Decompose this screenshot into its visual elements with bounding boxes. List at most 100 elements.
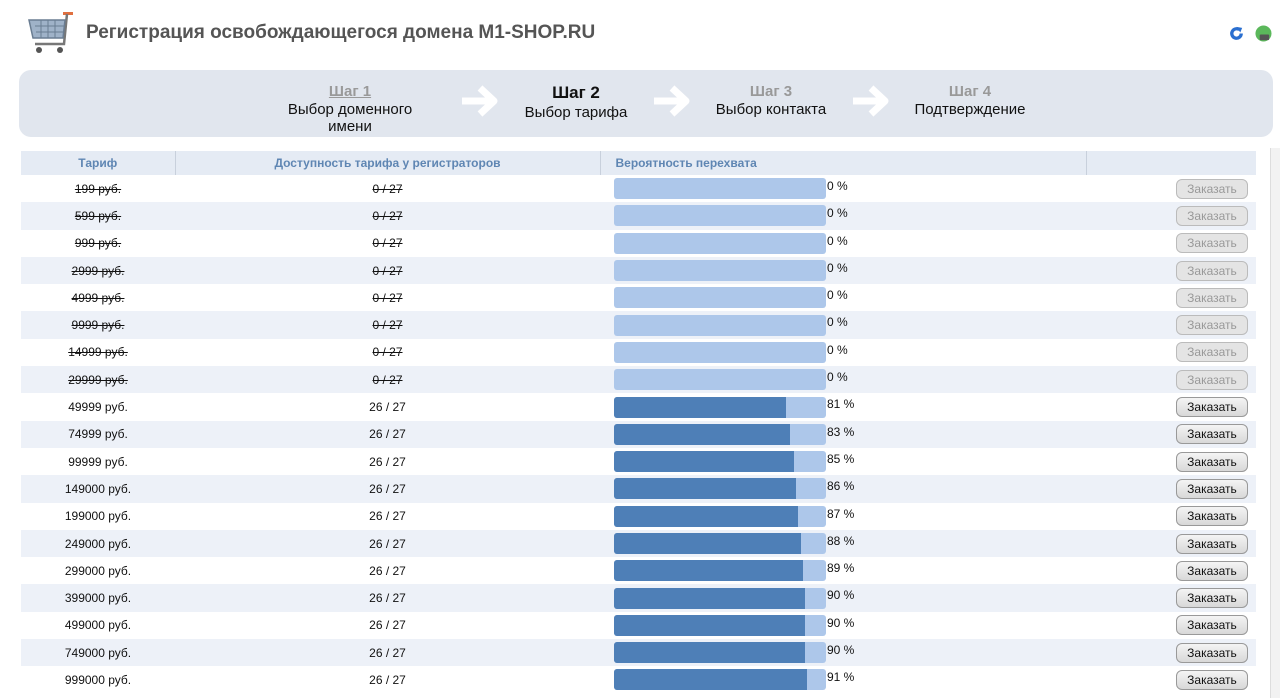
price-cell: 399000 руб. bbox=[21, 584, 175, 612]
price-cell: 199 руб. bbox=[21, 175, 175, 202]
order-button[interactable]: Заказать bbox=[1176, 588, 1248, 609]
probability-bar bbox=[614, 314, 826, 336]
probability-bar bbox=[614, 505, 826, 527]
action-cell: Заказать bbox=[1086, 529, 1256, 558]
order-button[interactable]: Заказать bbox=[1176, 669, 1248, 690]
step-1-link[interactable]: Шаг 1 bbox=[328, 83, 372, 100]
table-row: 49999 руб. 26 / 27 81 % Заказать bbox=[21, 393, 1256, 420]
probability-text: 83 % bbox=[827, 424, 855, 439]
table-row: 199000 руб. 26 / 27 87 % Заказать bbox=[21, 503, 1256, 530]
price: 999000 руб. bbox=[64, 672, 132, 687]
availability-cell: 0 / 27 bbox=[175, 311, 600, 339]
probability-cell: 0 % bbox=[600, 339, 1086, 366]
table-row: 749000 руб. 26 / 27 90 % Заказать bbox=[21, 639, 1256, 667]
probability-fill bbox=[614, 396, 786, 418]
price: 149000 руб. bbox=[64, 481, 132, 496]
price-cell: 999 руб. bbox=[21, 230, 175, 257]
price-cell: 499000 руб. bbox=[21, 612, 175, 639]
availability: 0 / 27 bbox=[372, 208, 403, 223]
price-cell: 99999 руб. bbox=[21, 448, 175, 475]
availability: 26 / 27 bbox=[369, 400, 406, 415]
table-row: 149000 руб. 26 / 27 86 % Заказать bbox=[21, 475, 1256, 503]
probability-text: 0 % bbox=[827, 206, 848, 221]
order-button[interactable]: Заказать bbox=[1176, 342, 1248, 363]
table-row: 399000 руб. 26 / 27 90 % Заказать bbox=[21, 584, 1256, 612]
probability-fill bbox=[614, 560, 803, 582]
availability-cell: 26 / 27 bbox=[175, 420, 600, 448]
step-1[interactable]: Шаг 1 Выбор доменного имени bbox=[265, 83, 435, 135]
probability-fill bbox=[614, 642, 805, 664]
arrow-right-icon bbox=[462, 85, 498, 117]
order-button[interactable]: Заказать bbox=[1176, 478, 1248, 499]
action-cell: Заказать bbox=[1086, 202, 1256, 230]
availability-cell: 0 / 27 bbox=[175, 175, 600, 202]
step-4-label: Подтверждение bbox=[914, 101, 1026, 118]
order-button[interactable]: Заказать bbox=[1176, 205, 1248, 226]
availability: 0 / 27 bbox=[372, 290, 403, 305]
price: 49999 руб. bbox=[68, 400, 128, 415]
order-button[interactable]: Заказать bbox=[1176, 560, 1248, 581]
probability-cell: 0 % bbox=[600, 230, 1086, 257]
scrollbar[interactable] bbox=[1270, 148, 1280, 698]
probability-cell: 85 % bbox=[600, 448, 1086, 475]
price-cell: 599 руб. bbox=[21, 202, 175, 230]
probability-cell: 81 % bbox=[600, 393, 1086, 420]
order-button[interactable]: Заказать bbox=[1176, 287, 1248, 308]
probability-cell: 0 % bbox=[600, 175, 1086, 202]
probability-text: 81 % bbox=[827, 397, 855, 412]
price: 249000 руб. bbox=[64, 536, 132, 551]
action-cell: Заказать bbox=[1086, 393, 1256, 420]
action-cell: Заказать bbox=[1086, 639, 1256, 667]
col-probability: Вероятность перехвата bbox=[600, 151, 1087, 175]
action-cell: Заказать bbox=[1086, 420, 1256, 448]
price-cell: 14999 руб. bbox=[21, 339, 175, 366]
order-button[interactable]: Заказать bbox=[1176, 451, 1248, 472]
probability-text: 85 % bbox=[827, 451, 855, 466]
order-button[interactable]: Заказать bbox=[1176, 506, 1248, 527]
order-button[interactable]: Заказать bbox=[1176, 424, 1248, 445]
probability-fill bbox=[614, 478, 797, 500]
order-button[interactable]: Заказать bbox=[1176, 642, 1248, 663]
price-cell: 149000 руб. bbox=[21, 475, 175, 503]
probability-cell: 90 % bbox=[600, 584, 1086, 612]
probability-text: 90 % bbox=[827, 588, 855, 603]
probability-text: 86 % bbox=[827, 479, 855, 494]
action-cell: Заказать bbox=[1086, 584, 1256, 612]
arrow-right-icon bbox=[654, 85, 690, 117]
step-2-num: Шаг 2 bbox=[552, 83, 600, 102]
price: 9999 руб. bbox=[71, 318, 125, 333]
map-icon[interactable] bbox=[1255, 25, 1272, 42]
action-cell: Заказать bbox=[1086, 448, 1256, 475]
availability-cell: 0 / 27 bbox=[175, 366, 600, 394]
step-4-num: Шаг 4 bbox=[948, 83, 992, 100]
price-cell: 299000 руб. bbox=[21, 557, 175, 584]
order-button[interactable]: Заказать bbox=[1176, 615, 1248, 636]
probability-fill bbox=[614, 669, 807, 691]
order-button[interactable]: Заказать bbox=[1176, 533, 1248, 554]
table-row: 999 руб. 0 / 27 0 % Заказать bbox=[21, 230, 1256, 257]
table-row: 499000 руб. 26 / 27 90 % Заказать bbox=[21, 612, 1256, 639]
shopping-cart-icon bbox=[28, 12, 73, 53]
price: 199000 руб. bbox=[64, 509, 132, 524]
order-button[interactable]: Заказать bbox=[1176, 178, 1248, 199]
order-button[interactable]: Заказать bbox=[1176, 260, 1248, 281]
order-button[interactable]: Заказать bbox=[1176, 369, 1248, 390]
price: 399000 руб. bbox=[64, 591, 132, 606]
price-cell: 999000 руб. bbox=[21, 666, 175, 693]
price-cell: 249000 руб. bbox=[21, 529, 175, 558]
order-button[interactable]: Заказать bbox=[1176, 315, 1248, 336]
probability-fill bbox=[614, 505, 799, 527]
price: 299000 руб. bbox=[64, 563, 132, 578]
col-tariff: Тариф bbox=[21, 151, 176, 175]
refresh-icon[interactable] bbox=[1228, 25, 1245, 42]
table-row: 199 руб. 0 / 27 0 % Заказать bbox=[21, 175, 1256, 202]
availability-cell: 0 / 27 bbox=[175, 256, 600, 285]
availability-cell: 26 / 27 bbox=[175, 557, 600, 584]
price: 2999 руб. bbox=[71, 263, 125, 278]
availability: 26 / 27 bbox=[369, 454, 406, 469]
order-button[interactable]: Заказать bbox=[1176, 233, 1248, 254]
action-cell: Заказать bbox=[1086, 284, 1256, 311]
availability: 0 / 27 bbox=[372, 181, 403, 196]
order-button[interactable]: Заказать bbox=[1176, 397, 1248, 418]
table-row: 599 руб. 0 / 27 0 % Заказать bbox=[21, 202, 1256, 230]
